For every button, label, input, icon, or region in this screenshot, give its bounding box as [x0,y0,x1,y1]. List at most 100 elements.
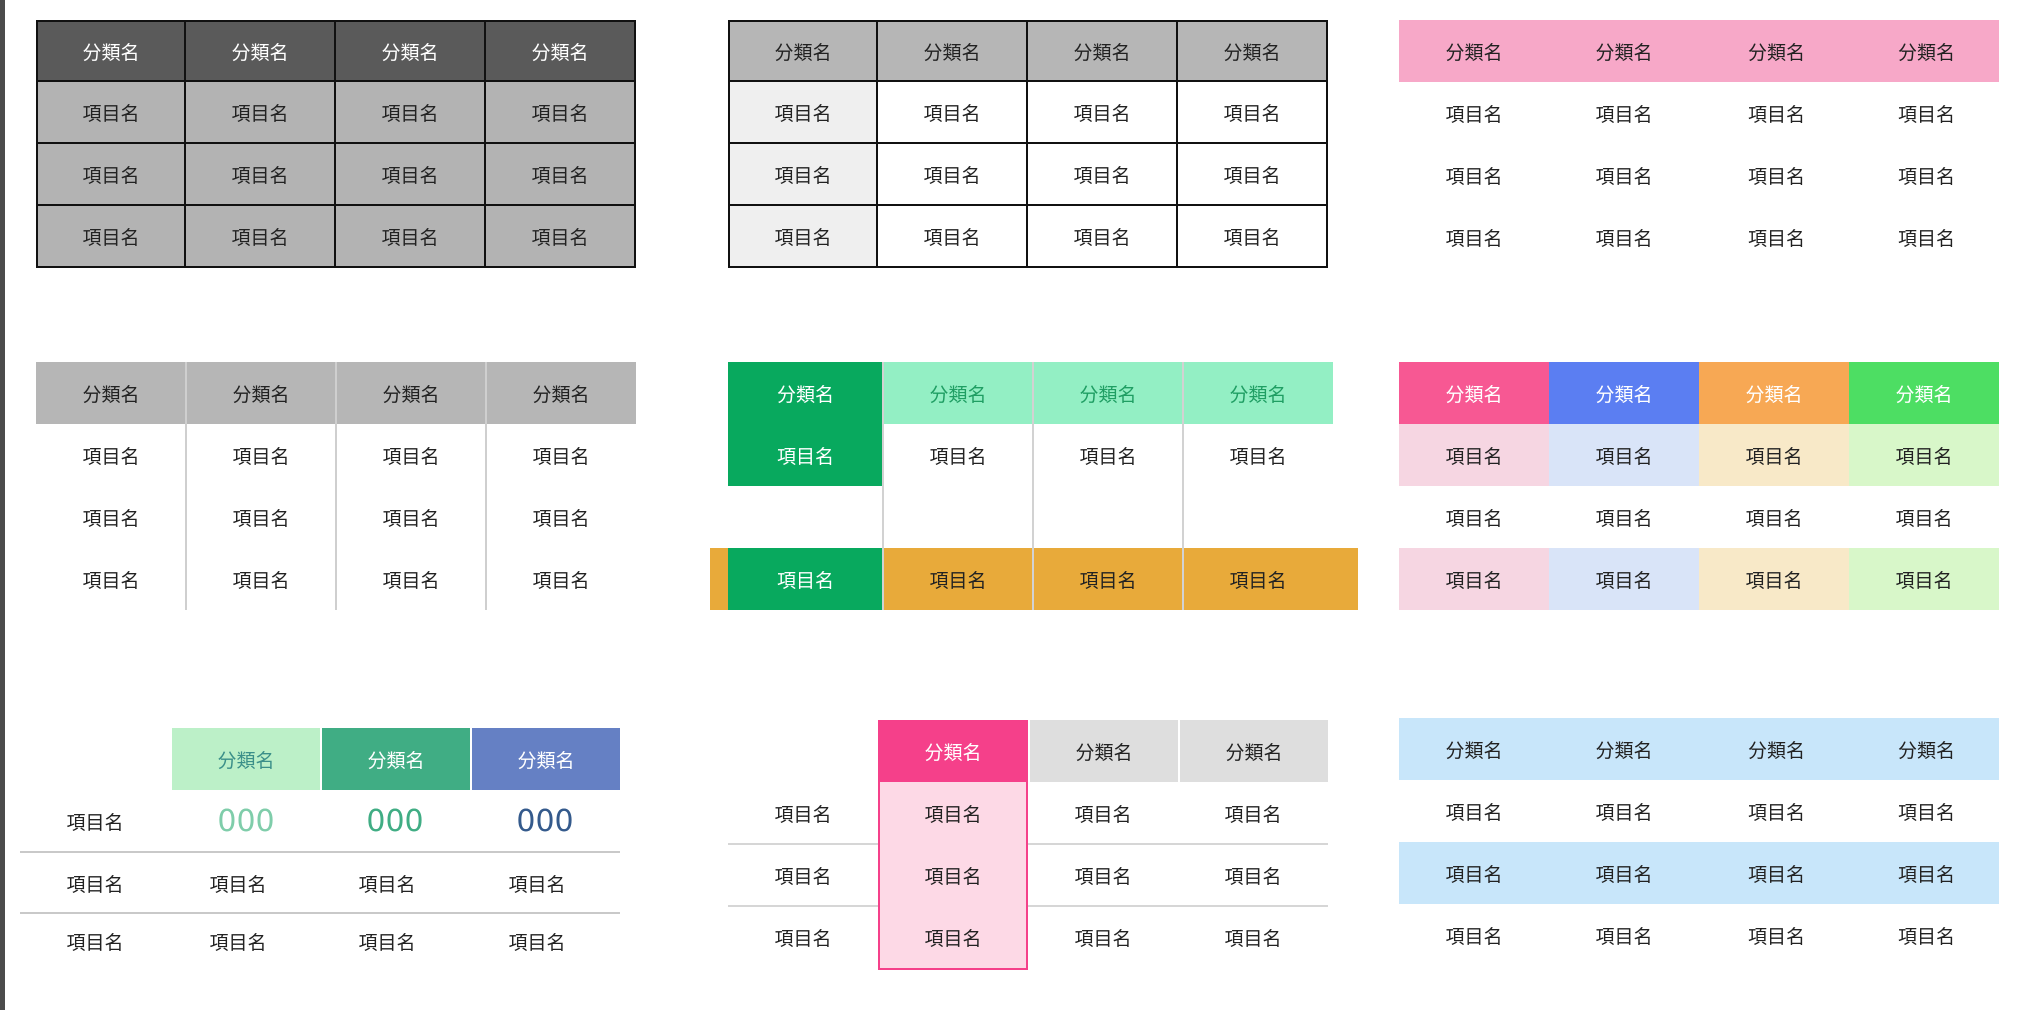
column-divider [882,362,884,610]
body-cell: 項目名 [929,445,987,468]
row-divider [728,843,878,845]
header-cell: 分類名 [1897,739,1955,762]
value-cell: 000 [516,803,574,839]
body-cell: 項目名 [728,424,883,486]
body-cell: 項目名 [358,931,416,954]
body-cell: 項目名 [924,927,982,950]
body-cell: 項目名 [1224,927,1282,950]
body-cell: 項目名 [1595,925,1653,948]
body-cell: 項目名 [1897,227,1955,250]
body-cell: 項目名 [1399,548,1549,610]
header-cell: 分類名 [1699,362,1849,424]
body-cell: 項目名 [358,873,416,896]
column-divider [1182,362,1184,610]
body-cell: 項目名 [1399,424,1549,486]
body-cell: 項目名 [334,204,486,268]
column-divider [335,362,337,610]
body-cell: 項目名 [728,548,883,610]
body-cell: 項目名 [484,204,636,268]
body-cell: 項目名 [532,507,590,530]
body-cell: 項目名 [1747,801,1805,824]
body-cell: 項目名 [1445,165,1503,188]
body-cell: 項目名 [184,142,336,206]
body-cell: 項目名 [209,873,267,896]
header-cell: 分類名 [1549,362,1699,424]
header-cell: 分類名 [82,383,140,406]
body-cell: 項目名 [1595,227,1653,250]
highlight-cell: 項目名 [776,507,834,530]
header-cell: 分類名 [1595,41,1653,64]
body-cell: 項目名 [929,569,987,592]
body-cell: 項目名 [184,204,336,268]
body-cell: 項目名 [1026,204,1178,268]
body-cell: 項目名 [1699,424,1849,486]
body-cell: 項目名 [508,931,566,954]
header-cell: 分類名 [382,383,440,406]
header-cell: 分類名 [232,383,290,406]
body-cell: 項目名 [1445,103,1503,126]
body-cell: 項目名 [1897,165,1955,188]
header-cell: 分類名 [728,20,878,82]
body-cell: 項目名 [1229,445,1287,468]
body-cell: 項目名 [36,204,186,268]
body-cell: 項目名 [1176,142,1328,206]
header-cell: 分類名 [1028,720,1178,782]
body-cell: 項目名 [1445,863,1503,886]
header-cell: 分類名 [532,383,590,406]
body-cell: 項目名 [728,80,878,144]
body-cell: 項目名 [1079,445,1137,468]
header-cell: 分類名 [1183,362,1333,424]
body-cell: 項目名 [382,507,440,530]
row-label-cell: 項目名 [66,873,124,896]
header-cell: 分類名 [484,20,636,82]
column-divider [1032,362,1034,610]
body-cell: 項目名 [532,569,590,592]
header-cell: 分類名 [1026,20,1178,82]
band-row [1399,842,1999,904]
header-cell: 分類名 [1897,41,1955,64]
body-cell: 項目名 [1849,424,1999,486]
body-cell: 項目名 [82,569,140,592]
row-divider [1028,843,1328,845]
body-cell: 項目名 [1895,507,1953,530]
row-divider [20,851,620,853]
body-cell: 項目名 [876,204,1028,268]
body-cell: 項目名 [1176,204,1328,268]
body-cell: 項目名 [1176,80,1328,144]
header-cell: 分類名 [1445,739,1503,762]
body-cell: 項目名 [728,204,878,268]
row-label-cell: 項目名 [774,927,832,950]
body-cell: 項目名 [1595,103,1653,126]
row-divider [1028,905,1328,907]
body-cell: 項目名 [1595,507,1653,530]
body-cell: 項目名 [1074,803,1132,826]
body-cell: 項目名 [232,507,290,530]
body-cell: 項目名 [1224,803,1282,826]
body-cell: 項目名 [1595,863,1653,886]
row-divider [20,912,620,914]
body-cell: 項目名 [1595,801,1653,824]
body-cell: 項目名 [1229,569,1287,592]
row-divider [728,905,878,907]
header-cell: 分類名 [883,362,1033,424]
header-cell: 分類名 [1033,362,1183,424]
value-cell: 000 [217,803,275,839]
body-cell: 項目名 [1897,801,1955,824]
header-cell: 分類名 [1849,362,1999,424]
body-cell: 項目名 [1699,548,1849,610]
header-cell: 分類名 [1747,41,1805,64]
body-cell: 項目名 [924,865,982,888]
header-cell: 分類名 [1595,739,1653,762]
body-cell: 項目名 [876,142,1028,206]
body-cell: 項目名 [1224,865,1282,888]
highlight-cell: 項目名 [1079,507,1137,530]
body-cell: 項目名 [1897,863,1955,886]
body-cell: 項目名 [1445,227,1503,250]
body-cell: 項目名 [1026,142,1178,206]
body-cell: 項目名 [876,80,1028,144]
body-cell: 項目名 [1595,165,1653,188]
body-cell: 項目名 [382,569,440,592]
highlight-cell: 項目名 [1229,507,1287,530]
body-cell: 項目名 [1079,569,1137,592]
body-cell: 項目名 [484,80,636,144]
